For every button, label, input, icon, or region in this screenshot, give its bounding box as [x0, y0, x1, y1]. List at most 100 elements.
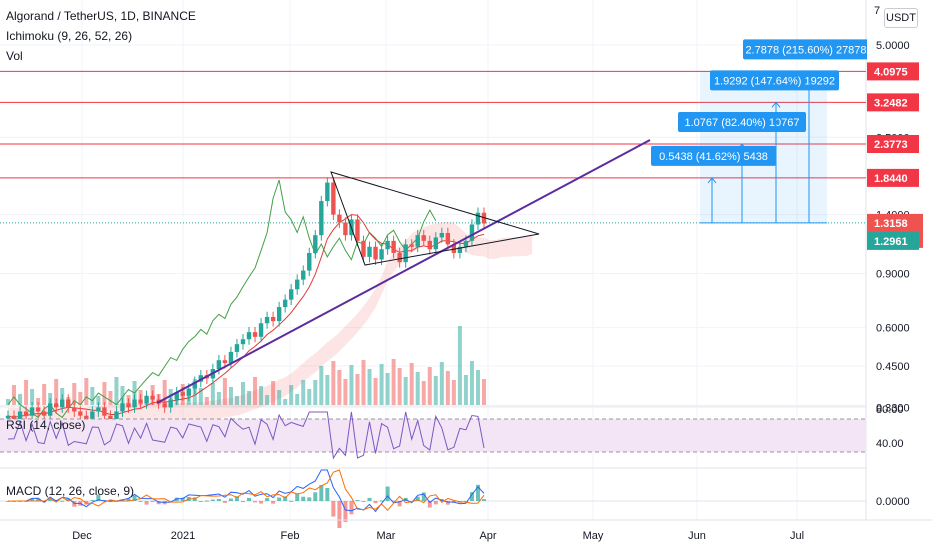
volume-bar — [271, 381, 276, 405]
macd-hist-bar — [482, 499, 486, 501]
candle-body — [264, 316, 270, 324]
candle-body — [355, 219, 360, 241]
volume-bar — [355, 374, 360, 405]
candle-body — [282, 299, 288, 308]
candle-body — [337, 214, 342, 223]
volume-bar — [427, 367, 432, 405]
macd-hist-bar — [397, 501, 402, 507]
cloud-area — [8, 221, 533, 429]
volume-bar — [367, 369, 372, 405]
macd-hist-bar — [247, 497, 252, 501]
rsi-legend[interactable]: RSI (14, close) — [6, 418, 86, 432]
candle-body — [96, 407, 101, 412]
volume-bar — [295, 394, 300, 405]
volume-bar — [120, 386, 125, 405]
projection-arrow — [804, 71, 810, 77]
candle-body — [47, 403, 53, 416]
volume-bar — [307, 389, 312, 405]
macd-legend[interactable]: MACD (12, 26, close, 9) — [6, 484, 135, 498]
time-tick: Jun — [688, 530, 706, 542]
volume-bar — [204, 397, 209, 405]
candle-body — [228, 351, 234, 364]
horizontal-levels[interactable] — [0, 70, 866, 224]
candle-body — [252, 332, 258, 337]
projection-boxes[interactable]: 0.5438 (41.62%) 5438 1.0767 (82.40%) 1076… — [651, 39, 869, 224]
macd-hist-bar — [174, 497, 179, 501]
candle-body — [90, 411, 95, 421]
candle-body — [198, 375, 204, 382]
macd-line — [8, 469, 485, 513]
candle-body — [168, 399, 173, 408]
candle-body — [463, 240, 469, 247]
macd-hist-bar — [379, 500, 384, 502]
macd-hist-bar — [240, 501, 245, 503]
level-price-label: 1.8440 — [874, 173, 908, 185]
candle-body — [162, 403, 167, 408]
time-tick: Jul — [790, 530, 804, 542]
time-axis[interactable]: Dec 2021 Feb Mar Apr May Jun Jul — [0, 519, 932, 542]
volume-bar — [72, 383, 77, 405]
candle-body — [174, 392, 179, 400]
macd-tick: 0.0000 — [876, 496, 910, 508]
level-price-label-box — [867, 93, 919, 112]
macd-hist-bar — [433, 501, 438, 505]
ichimoku-legend[interactable]: Ichimoku (9, 26, 52, 26) — [6, 29, 133, 43]
volume-bar — [337, 370, 342, 405]
candle-body — [288, 289, 294, 300]
macd-hist-bar — [469, 492, 474, 501]
volume-bar — [343, 379, 348, 405]
volume-bar — [313, 380, 318, 405]
candle-body — [475, 212, 481, 225]
macd-hist-bar — [325, 488, 330, 501]
candle-body — [132, 399, 137, 408]
macd-hist-bar — [415, 496, 420, 501]
candle-body — [258, 323, 264, 337]
green-price-box — [867, 231, 919, 250]
candle-body — [114, 411, 119, 421]
macd-hist-bar — [108, 501, 113, 503]
candle-body — [301, 270, 306, 280]
trend-drawings[interactable] — [156, 139, 651, 404]
candle-body — [78, 411, 83, 416]
vol-legend[interactable]: Vol — [6, 49, 23, 63]
price-axis[interactable]: 75.00002.50001.40000.90000.60000.45000.3… — [867, 0, 932, 520]
price-tick: 7 — [874, 5, 880, 17]
volume-bar — [102, 382, 107, 405]
candle-body — [313, 235, 318, 253]
volume-bar — [277, 390, 282, 405]
triangle-pattern — [330, 171, 540, 266]
projection-label: 0.5438 (41.62%) 5438 — [659, 151, 768, 163]
time-tick: Apr — [479, 530, 496, 542]
macd-hist-bar — [138, 500, 143, 502]
volume-bar — [469, 361, 474, 405]
macd-hist-bar — [319, 485, 324, 501]
price-tick: 0.3300 — [876, 402, 910, 414]
candle-body — [180, 392, 185, 396]
volume-bar — [319, 366, 324, 405]
volume-bar — [439, 362, 444, 405]
macd-hist-bar — [210, 499, 215, 501]
candle-body — [5, 415, 11, 419]
volume-bar — [228, 387, 233, 405]
candle-body — [240, 339, 246, 345]
macd-hist-bar — [30, 498, 35, 501]
candle-body — [29, 407, 35, 416]
candle-body — [54, 403, 59, 408]
candle-body — [234, 344, 240, 352]
candle-body — [415, 235, 420, 247]
currency-selector[interactable]: USDT — [884, 8, 918, 28]
macd-hist-bar — [222, 501, 227, 503]
volume-bar — [216, 392, 221, 405]
grid-lines — [0, 0, 867, 520]
macd-hist-bar — [349, 501, 354, 515]
candle-body — [102, 407, 107, 416]
candle-body — [35, 407, 41, 412]
volume-bar — [36, 398, 41, 405]
symbol-title[interactable]: Algorand / TetherUS, 1D, BINANCE — [6, 9, 196, 23]
candle-body — [343, 222, 348, 236]
candle-body — [144, 395, 149, 404]
volume-bar — [463, 375, 468, 405]
candle-body — [11, 415, 17, 421]
macd-hist-bar — [391, 500, 396, 502]
